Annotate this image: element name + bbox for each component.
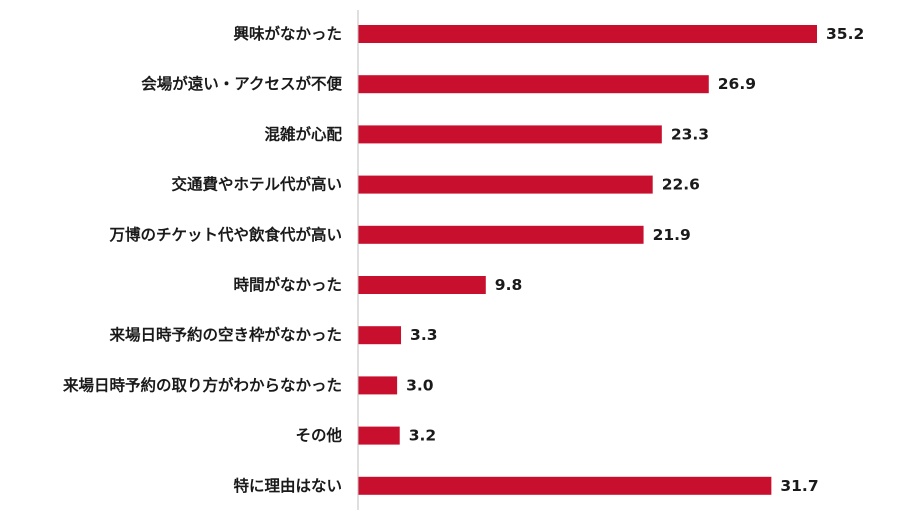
category-label: 来場日時予約の取り方がわからなかった bbox=[62, 375, 342, 394]
category-label: 興味がなかった bbox=[233, 24, 342, 43]
bars-group bbox=[358, 25, 817, 495]
value-label: 21.9 bbox=[653, 226, 691, 244]
bar bbox=[358, 276, 486, 294]
category-labels-group: 興味がなかった会場が遠い・アクセスが不便混雑が心配交通費やホテル代が高い万博のチ… bbox=[62, 24, 343, 495]
bar bbox=[358, 376, 398, 395]
bar bbox=[358, 25, 817, 43]
value-label: 9.8 bbox=[495, 276, 522, 294]
category-label: 来場日時予約の空き枠がなかった bbox=[108, 325, 342, 344]
bar bbox=[358, 476, 772, 495]
category-label: その他 bbox=[295, 426, 342, 445]
value-labels-group: 35.2 26.9 23.3 22.6 21.9 9.8 3.3 3.0 3.2 31.7 bbox=[406, 25, 864, 495]
bar bbox=[358, 326, 402, 345]
value-label: 3.0 bbox=[406, 376, 434, 394]
bar bbox=[358, 75, 709, 94]
value-label: 3.2 bbox=[409, 427, 436, 445]
value-label: 26.9 bbox=[718, 75, 756, 93]
bar bbox=[358, 426, 400, 445]
bar bbox=[358, 175, 653, 194]
category-label: 会場が遠い・アクセスが不便 bbox=[141, 74, 342, 93]
category-label: 時間がなかった bbox=[233, 275, 342, 294]
value-label: 3.3 bbox=[410, 326, 437, 344]
value-label: 23.3 bbox=[671, 125, 709, 143]
category-label: 万博のチケット代や飲食代が高い bbox=[108, 225, 342, 244]
value-label: 31.7 bbox=[780, 477, 818, 495]
bar bbox=[358, 125, 662, 144]
value-label: 22.6 bbox=[662, 176, 700, 194]
category-label: 交通費やホテル代が高い bbox=[171, 175, 342, 194]
value-label: 35.2 bbox=[826, 25, 864, 43]
category-label: 特に理由はない bbox=[233, 476, 342, 495]
category-label: 混雑が心配 bbox=[264, 124, 342, 143]
bar bbox=[358, 225, 644, 244]
